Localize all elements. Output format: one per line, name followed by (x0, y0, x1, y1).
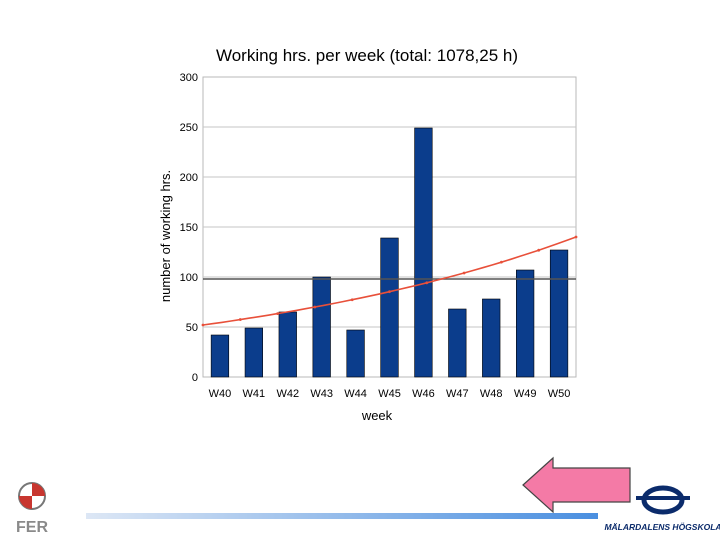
y-tick-label: 300 (180, 72, 198, 84)
y-axis-label: number of working hrs. (158, 170, 173, 302)
trendline-marker (238, 318, 242, 321)
trendline-marker (500, 260, 503, 264)
trendline-marker (201, 323, 205, 327)
x-tick-label: W41 (243, 388, 266, 400)
x-tick-label: W47 (446, 388, 469, 400)
x-tick-labels: W40 W41 W42 W43 W44 W45 W46 W47 W48 W49 W50 (209, 388, 571, 400)
trendline-marker (574, 235, 578, 239)
x-tick-label: W46 (412, 388, 435, 400)
bar-w40 (210, 334, 230, 378)
x-tick-label: W44 (344, 388, 367, 400)
trendline-marker (462, 271, 466, 275)
x-axis-label: week (361, 408, 393, 423)
mdh-logo: MÄLARDALENS HÖGSKOLA (604, 485, 720, 532)
bar-w48 (482, 298, 501, 378)
y-tick-label: 100 (180, 272, 198, 284)
y-tick-label: 50 (186, 322, 198, 334)
trendline-marker (388, 290, 391, 294)
back-arrow-icon[interactable] (522, 456, 631, 514)
svg-text:FER: FER (16, 519, 48, 536)
x-tick-label: W48 (480, 388, 503, 400)
bar-series (210, 127, 569, 378)
x-tick-label: W40 (209, 388, 232, 400)
trendline-marker (425, 281, 429, 285)
x-tick-label: W45 (378, 388, 401, 400)
y-tick-label: 200 (180, 172, 198, 184)
bar-w46 (414, 127, 433, 378)
footer-divider (86, 513, 598, 519)
bar-w44 (346, 329, 365, 378)
svg-text:MÄLARDALENS HÖGSKOLA: MÄLARDALENS HÖGSKOLA (604, 522, 720, 532)
x-tick-label: W50 (548, 388, 571, 400)
y-tick-label: 150 (180, 222, 198, 234)
x-tick-label: W43 (310, 388, 333, 400)
bar-w43 (312, 276, 331, 378)
bar-w41 (244, 327, 263, 378)
fer-logo: FER (16, 482, 48, 536)
trendline (201, 235, 578, 327)
bar-w50 (549, 249, 569, 378)
trendline-marker (350, 298, 354, 302)
x-tick-label: W42 (276, 388, 299, 400)
bar-w47 (448, 308, 467, 378)
trendline-marker (537, 248, 541, 252)
y-tick-labels: 0 50 100 150 200 250 300 (180, 72, 198, 384)
bar-w45 (380, 237, 399, 378)
trendline-marker (313, 305, 317, 309)
chart-title: Working hrs. per week (total: 1078,25 h) (216, 46, 518, 65)
y-tick-label: 0 (192, 372, 198, 384)
x-tick-label: W49 (514, 388, 537, 400)
bar-w42 (278, 311, 297, 378)
trendline-marker (276, 312, 279, 316)
bar-w49 (516, 269, 535, 378)
y-tick-label: 250 (180, 122, 198, 134)
